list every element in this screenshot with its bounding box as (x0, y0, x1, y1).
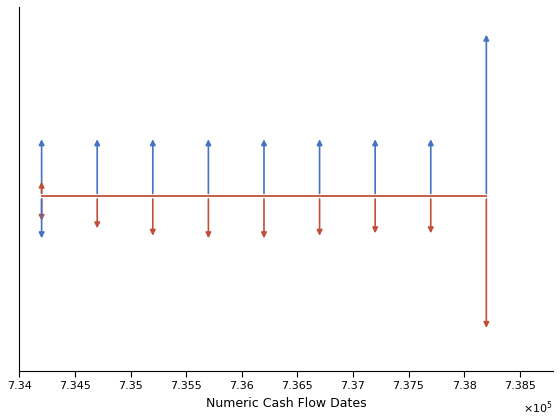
X-axis label: Numeric Cash Flow Dates: Numeric Cash Flow Dates (206, 396, 367, 410)
Text: $\times10^5$: $\times10^5$ (523, 400, 553, 416)
